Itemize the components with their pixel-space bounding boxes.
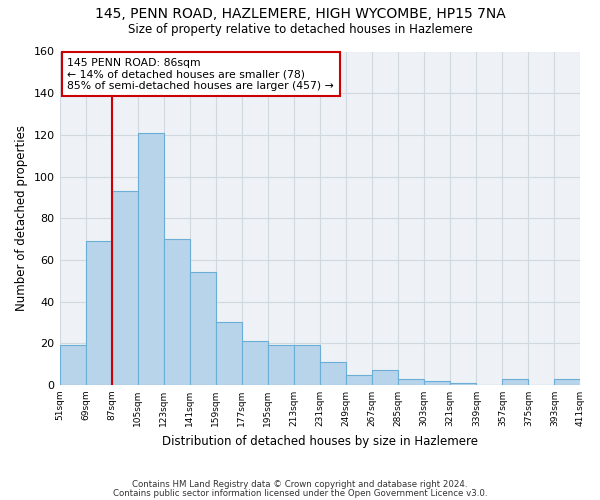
Bar xyxy=(112,191,137,385)
Bar xyxy=(59,346,86,385)
Bar xyxy=(424,381,450,385)
Text: Contains public sector information licensed under the Open Government Licence v3: Contains public sector information licen… xyxy=(113,490,487,498)
Bar xyxy=(450,383,476,385)
Bar xyxy=(86,241,112,385)
Bar xyxy=(137,133,164,385)
Bar xyxy=(164,239,190,385)
Bar xyxy=(398,378,424,385)
Bar xyxy=(268,346,294,385)
Bar xyxy=(372,370,398,385)
Text: 145, PENN ROAD, HAZLEMERE, HIGH WYCOMBE, HP15 7NA: 145, PENN ROAD, HAZLEMERE, HIGH WYCOMBE,… xyxy=(95,8,505,22)
Bar xyxy=(554,378,581,385)
Bar xyxy=(190,272,216,385)
Text: Size of property relative to detached houses in Hazlemere: Size of property relative to detached ho… xyxy=(128,22,472,36)
Bar xyxy=(320,362,346,385)
Bar xyxy=(216,322,242,385)
X-axis label: Distribution of detached houses by size in Hazlemere: Distribution of detached houses by size … xyxy=(162,434,478,448)
Y-axis label: Number of detached properties: Number of detached properties xyxy=(15,125,28,311)
Bar xyxy=(242,341,268,385)
Text: 145 PENN ROAD: 86sqm
← 14% of detached houses are smaller (78)
85% of semi-detac: 145 PENN ROAD: 86sqm ← 14% of detached h… xyxy=(67,58,334,91)
Bar xyxy=(502,378,529,385)
Bar xyxy=(346,374,372,385)
Bar xyxy=(294,346,320,385)
Text: Contains HM Land Registry data © Crown copyright and database right 2024.: Contains HM Land Registry data © Crown c… xyxy=(132,480,468,489)
